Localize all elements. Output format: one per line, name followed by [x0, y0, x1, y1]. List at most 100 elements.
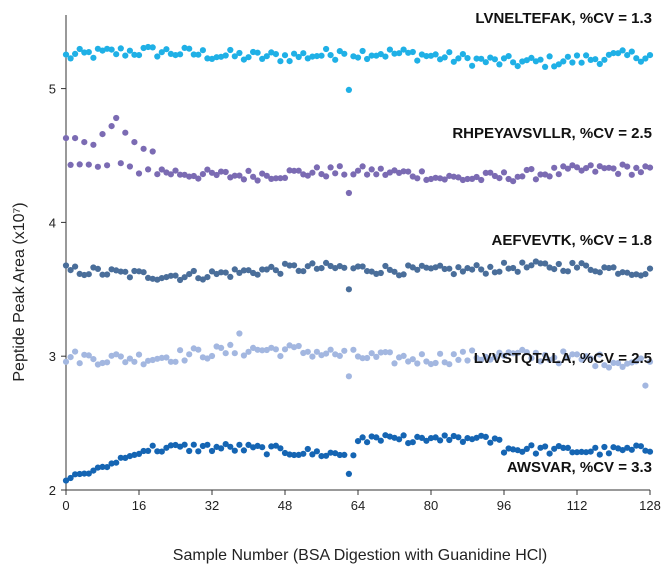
- data-point: [272, 442, 279, 449]
- data-point: [496, 349, 503, 356]
- data-point: [555, 260, 562, 268]
- data-point: [158, 354, 165, 361]
- data-point: [423, 176, 430, 183]
- data-point: [601, 443, 608, 451]
- data-point: [218, 269, 225, 276]
- data-point: [633, 55, 640, 62]
- data-point: [286, 58, 293, 65]
- data-point: [382, 53, 389, 60]
- data-point: [482, 433, 489, 440]
- data-point: [560, 348, 567, 355]
- data-point: [519, 173, 526, 180]
- data-point: [350, 452, 357, 459]
- data-point: [313, 53, 320, 60]
- data-point: [117, 454, 124, 461]
- data-point: [227, 443, 234, 450]
- data-point: [286, 167, 293, 174]
- data-point: [332, 170, 339, 177]
- data-point: [94, 265, 101, 272]
- data-point: [642, 382, 649, 389]
- data-point: [140, 447, 147, 455]
- data-point: [505, 53, 512, 60]
- data-point: [569, 259, 576, 267]
- series-group: [62, 114, 654, 197]
- data-point: [327, 449, 334, 456]
- data-point: [245, 441, 252, 448]
- data-point: [135, 450, 143, 457]
- data-point: [364, 171, 371, 178]
- data-point: [345, 86, 352, 93]
- data-point: [487, 356, 494, 363]
- data-point: [587, 355, 594, 362]
- data-point: [140, 145, 147, 152]
- data-point: [254, 346, 261, 353]
- data-point: [268, 175, 275, 182]
- data-point: [231, 350, 238, 357]
- data-point: [117, 45, 124, 52]
- data-point: [405, 440, 412, 447]
- data-point: [537, 358, 544, 365]
- data-point: [423, 437, 430, 444]
- data-point: [172, 358, 179, 365]
- data-point: [528, 442, 535, 449]
- data-point: [400, 271, 407, 278]
- data-point: [167, 171, 174, 178]
- data-point: [646, 448, 654, 455]
- data-point: [90, 356, 97, 363]
- data-point: [240, 176, 247, 183]
- data-point: [446, 265, 453, 272]
- data-point: [423, 358, 430, 365]
- data-point: [286, 262, 293, 269]
- data-point: [354, 167, 362, 174]
- data-point: [186, 173, 193, 180]
- data-point: [113, 459, 120, 466]
- data-point: [500, 169, 508, 176]
- data-point: [281, 52, 289, 59]
- data-point: [204, 274, 211, 281]
- data-point: [423, 53, 430, 60]
- data-point: [542, 63, 549, 70]
- data-point: [637, 355, 645, 362]
- data-point: [122, 129, 129, 136]
- data-point: [542, 351, 549, 359]
- data-point: [619, 447, 626, 454]
- data-point: [610, 359, 617, 366]
- data-point: [455, 264, 462, 271]
- data-point: [277, 445, 284, 452]
- data-point: [167, 442, 174, 449]
- data-point: [605, 364, 613, 371]
- data-point: [528, 54, 535, 62]
- data-point: [455, 356, 462, 363]
- data-point: [81, 470, 88, 477]
- data-point: [459, 438, 466, 445]
- data-point: [222, 52, 229, 59]
- data-point: [391, 167, 398, 174]
- data-point: [286, 451, 293, 458]
- x-tick-label: 48: [278, 498, 292, 513]
- data-point: [587, 162, 594, 169]
- data-point: [104, 271, 111, 278]
- data-point: [313, 448, 320, 455]
- data-point: [377, 437, 384, 444]
- data-point: [350, 171, 357, 178]
- data-point: [272, 175, 279, 182]
- data-point: [240, 56, 247, 63]
- data-point: [446, 49, 453, 56]
- data-point: [135, 52, 143, 59]
- data-point: [560, 444, 567, 451]
- data-point: [323, 350, 330, 357]
- data-point: [532, 176, 540, 183]
- y-tick-label: 2: [49, 483, 56, 498]
- data-point: [99, 131, 106, 138]
- data-point: [208, 352, 216, 360]
- data-point: [551, 266, 558, 273]
- data-point: [154, 53, 161, 60]
- series-label: LVVSTQTALA, %CV = 2.5: [474, 350, 652, 367]
- data-point: [231, 447, 238, 454]
- data-point: [90, 467, 97, 474]
- data-point: [500, 259, 508, 266]
- data-point: [309, 53, 316, 60]
- data-point: [295, 167, 302, 174]
- data-point: [624, 269, 631, 276]
- data-point: [418, 351, 425, 358]
